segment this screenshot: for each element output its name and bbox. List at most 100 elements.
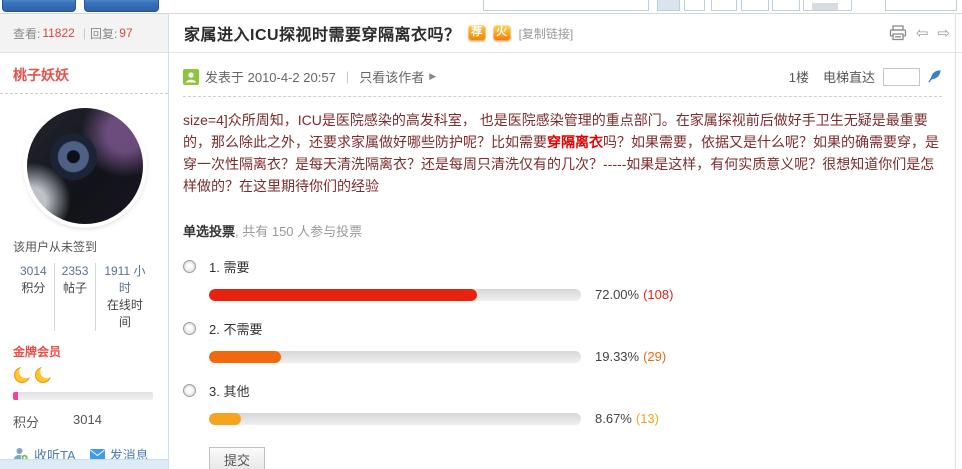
poll-submit-button[interactable]: 提交: [209, 447, 266, 469]
poll-result-row: 19.33% (29): [209, 349, 942, 364]
poll-radio[interactable]: [183, 384, 196, 397]
poll-bar-track: [209, 412, 581, 425]
pagination-current-page[interactable]: [657, 0, 680, 11]
author-username[interactable]: 桃子妖妖: [13, 67, 69, 83]
score-value: 3014: [73, 412, 102, 427]
only-author-link[interactable]: 只看该作者: [359, 70, 425, 85]
poll-bar-track: [209, 350, 581, 363]
sidebar-border-line: [168, 13, 169, 469]
stat-posts: 2353 帖子: [53, 263, 96, 331]
print-icon[interactable]: [889, 25, 907, 41]
score-label: 积分: [13, 415, 40, 430]
stat-label: 帖子: [63, 281, 88, 295]
only-author-arrow-icon: ▶: [429, 71, 437, 81]
poster-icon: [183, 68, 199, 85]
poll-options: 1. 需要 72.00% (108) 2. 不需要: [183, 257, 942, 426]
message-envelope-icon: [89, 449, 105, 460]
stat-label: 在线时间: [106, 298, 143, 329]
thread-info-strip: 查看: 11822 | 回复: 97 家属进入ICU探视时需要穿隔离衣吗？ 荐 …: [0, 13, 962, 53]
poll-radio[interactable]: [183, 322, 196, 335]
jump-pen-icon[interactable]: [927, 69, 942, 84]
stat-credits: 3014 积分: [13, 263, 54, 331]
pagination-box[interactable]: [741, 0, 769, 11]
next-thread-arrow-icon[interactable]: ⇨: [937, 24, 950, 42]
poll-percent: 8.67%: [595, 411, 632, 426]
view-count: 11822: [42, 26, 75, 40]
reply-label: 回复:: [89, 26, 118, 41]
poll-result-row: 8.67% (13): [209, 411, 942, 426]
experience-bar: [13, 392, 153, 400]
poll-vote-count: (29): [643, 349, 667, 364]
poll-option-label[interactable]: 3. 其他: [209, 384, 250, 399]
elevator-link[interactable]: 电梯直达: [822, 70, 875, 85]
author-sidebar: 桃子妖妖 该用户从未签到 3014 积分 2353 帖子 1911 小时 在线时…: [0, 54, 168, 469]
meta-separator: |: [345, 69, 350, 84]
post-meta-row: 发表于 2010-4-2 20:57 | 只看该作者 ▶ 1楼 电梯直达: [183, 67, 942, 86]
stat-value: 3014: [20, 264, 47, 278]
pagination-box[interactable]: [772, 0, 800, 11]
view-label: 查看:: [13, 26, 41, 41]
sidebar-footer-strip: [0, 459, 168, 469]
poll-vote-count: (108): [643, 287, 674, 302]
poll-option: 2. 不需要 19.33% (29): [183, 319, 942, 364]
pagination-box[interactable]: [483, 0, 649, 11]
hot-badge-icon: 火: [492, 25, 511, 41]
pagination-jump-box[interactable]: [803, 0, 852, 11]
poll-option: 3. 其他 8.67% (13): [183, 381, 942, 426]
poll-option-label[interactable]: 1. 需要: [209, 260, 250, 275]
follow-user-icon: [13, 447, 29, 462]
stats-separator: |: [82, 26, 86, 40]
rank-medals: [13, 366, 156, 384]
top-action-button-2[interactable]: [84, 0, 159, 12]
floor-controls: 1楼 电梯直达: [789, 67, 942, 86]
poll-radio[interactable]: [183, 260, 196, 273]
pagination-box[interactable]: [711, 0, 737, 11]
post-text: 吗？如果需要，依据又是什么呢？如果的确需要穿，是穿一次性隔离衣？是每天清洗隔离衣…: [183, 134, 939, 194]
pagination-next-box[interactable]: [885, 0, 957, 11]
poll-option-label-row: 1. 需要: [183, 257, 942, 276]
elevator-page-input[interactable]: [883, 67, 920, 86]
poll-vote-count: (13): [635, 411, 659, 426]
top-action-button-1[interactable]: [2, 0, 76, 12]
prev-thread-arrow-icon[interactable]: ⇦: [915, 24, 929, 42]
pagination-box[interactable]: [684, 0, 705, 11]
poll-percent: 72.00%: [595, 287, 640, 302]
moon-medal-icon: [34, 366, 52, 384]
sidebar-divider: [0, 93, 168, 94]
post-text: size=4]众所周知，ICU是医院感染的高发科室， 也是医院感染管理的重点部门…: [183, 112, 928, 150]
thread-body: 桃子妖妖 该用户从未签到 3014 积分 2353 帖子 1911 小时 在线时…: [0, 54, 962, 469]
copy-link-button[interactable]: [复制链接]: [518, 26, 574, 41]
checkin-status: 该用户从未签到: [13, 240, 98, 254]
poll-bar-fill: [209, 412, 242, 425]
post-timestamp: 发表于 2010-4-2 20:57: [205, 70, 336, 85]
poll-summary: , 共有 150 人参与投票: [235, 224, 363, 239]
poll-type-label: 单选投票: [183, 224, 236, 239]
pagination-jump-inner: [812, 3, 838, 10]
poll-option-label-row: 2. 不需要: [183, 319, 942, 338]
author-avatar[interactable]: [26, 108, 143, 224]
recommend-badge-icon: 荐: [467, 25, 486, 41]
thread-title-bar: 家属进入ICU探视时需要穿隔离衣吗？ 荐 火 [复制链接] ⇦ ⇨: [169, 14, 962, 52]
score-row: 积分 3014: [13, 412, 156, 431]
poll-result-row: 72.00% (108): [209, 287, 942, 302]
stat-online-hours: 1911 小时 在线时间: [95, 263, 153, 331]
stat-value: 2353: [61, 264, 89, 278]
member-rank: 金牌会员: [13, 345, 62, 359]
post-divider: [183, 96, 942, 97]
poll-bar-fill: [209, 288, 477, 301]
poll-option-label-row: 3. 其他: [183, 381, 942, 400]
stat-value: 1911 小时: [104, 264, 146, 295]
thread-title: 家属进入ICU探视时需要穿隔离衣吗？: [184, 27, 461, 44]
poll-bar-fill: [209, 350, 281, 363]
reply-count: 97: [119, 26, 133, 40]
poll-option: 1. 需要 72.00% (108): [183, 257, 942, 302]
floor-number: 1楼: [788, 70, 809, 85]
panel-border-line: [955, 13, 956, 469]
stat-label: 积分: [21, 281, 46, 295]
poll-bar-track: [209, 288, 581, 301]
view-reply-stats: 查看: 11822 | 回复: 97: [0, 14, 169, 52]
poll-option-label[interactable]: 2. 不需要: [209, 322, 263, 337]
author-stats: 3014 积分 2353 帖子 1911 小时 在线时间: [13, 263, 156, 331]
poll-section: 单选投票, 共有 150 人参与投票 1. 需要 72.00% (108): [183, 221, 942, 469]
